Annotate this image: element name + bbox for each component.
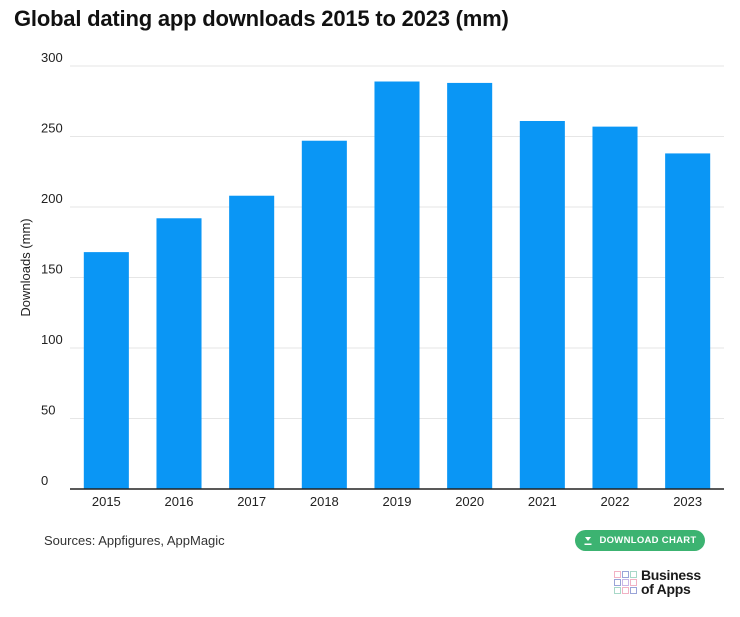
bar-2023 — [665, 153, 711, 490]
y-tick-label: 50 — [41, 403, 55, 418]
logo-line-1: Business — [641, 567, 701, 583]
y-tick-label: 0 — [41, 473, 48, 488]
bar-chart: 0 50 100 150 200 250 300 2015 2016 2017 2018 2019 20… — [18, 50, 724, 509]
x-tick-label: 2015 — [92, 494, 121, 509]
y-tick-label: 300 — [41, 50, 63, 65]
logo-grid-icon — [614, 570, 637, 594]
y-tick-label: 250 — [41, 121, 63, 136]
bar-2019 — [374, 81, 420, 489]
x-tick-label: 2023 — [673, 494, 702, 509]
y-tick-label: 100 — [41, 332, 63, 347]
x-tick-label: 2018 — [310, 494, 339, 509]
sources-note: Sources: Appfigures, AppMagic — [44, 533, 225, 548]
x-tick-label: 2016 — [165, 494, 194, 509]
bar-2021 — [519, 120, 565, 490]
x-tick-label: 2020 — [455, 494, 484, 509]
y-tick-label: 150 — [41, 262, 63, 277]
chart-title: Global dating app downloads 2015 to 2023… — [14, 6, 509, 31]
download-chart-button[interactable]: DOWNLOAD CHART — [575, 530, 705, 551]
x-tick-label: 2017 — [237, 494, 266, 509]
bar-2015 — [83, 252, 129, 489]
y-axis-title: Downloads (mm) — [18, 218, 33, 316]
download-chart-label: DOWNLOAD CHART — [599, 535, 697, 546]
bar-2017 — [229, 195, 275, 489]
bar-2020 — [447, 82, 493, 490]
bar-2016 — [156, 218, 202, 489]
download-icon — [584, 536, 592, 545]
x-tick-label: 2021 — [528, 494, 557, 509]
x-tick-label: 2022 — [601, 494, 630, 509]
business-of-apps-logo: Business of Apps — [614, 568, 701, 596]
y-tick-label: 200 — [41, 191, 63, 206]
x-tick-label: 2019 — [383, 494, 412, 509]
bar-2018 — [301, 140, 347, 490]
logo-line-2: of Apps — [641, 581, 691, 597]
bar-2022 — [592, 126, 638, 489]
